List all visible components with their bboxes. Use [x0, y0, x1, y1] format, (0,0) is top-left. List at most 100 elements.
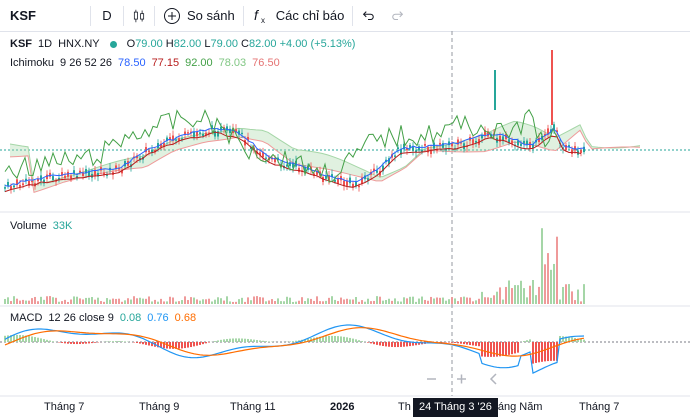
- volume-bar: [199, 300, 201, 304]
- macd-hist-bar: [418, 342, 420, 345]
- macd-hist-bar: [355, 339, 357, 342]
- macd-hist-bar: [145, 342, 147, 345]
- volume-bar: [262, 297, 264, 304]
- macd-hist-bar: [148, 342, 150, 346]
- volume-bar: [196, 299, 198, 304]
- macd-hist-bar: [34, 337, 36, 342]
- candle-body: [385, 159, 387, 162]
- volume-bar: [229, 301, 231, 304]
- macd-legend[interactable]: MACD 12 26 close 9 0.08 0.76 0.68: [10, 312, 196, 324]
- candle-body: [343, 180, 345, 187]
- volume-bar: [166, 301, 168, 304]
- macd-hist-bar: [337, 336, 339, 342]
- volume-bar: [61, 301, 63, 304]
- candle-body: [424, 144, 426, 146]
- candle-body: [466, 145, 468, 148]
- candle-body: [7, 181, 9, 186]
- macd-hist-bar: [91, 342, 93, 344]
- macd-hist-bar: [235, 338, 237, 342]
- candle-body: [181, 138, 183, 140]
- macd-hist-bar: [205, 342, 207, 344]
- candle-body: [100, 167, 102, 171]
- volume-bar: [70, 299, 72, 304]
- volume-bar: [505, 286, 507, 304]
- volume-bar: [334, 299, 336, 304]
- macd-hist-bar: [193, 342, 195, 347]
- zoom-in-button[interactable]: [457, 374, 466, 384]
- volume-legend[interactable]: Volume 33K: [10, 220, 72, 232]
- volume-bar: [241, 297, 243, 304]
- legend-exchange: HNX.NY: [58, 38, 100, 50]
- candle-body: [331, 174, 333, 177]
- candle-body: [10, 186, 12, 190]
- volume-bar: [520, 280, 522, 304]
- macd-hist-bar: [406, 342, 408, 347]
- interval-button[interactable]: D: [91, 0, 123, 31]
- macd-hist-bar: [172, 342, 174, 349]
- macd-hist-bar: [361, 340, 363, 342]
- macd-hist-bar: [202, 342, 204, 345]
- scroll-left-button[interactable]: [489, 373, 497, 385]
- volume-bar: [55, 297, 57, 304]
- volume-bar: [7, 297, 9, 304]
- time-axis-label: 2026: [330, 401, 355, 413]
- volume-bar: [529, 285, 531, 304]
- svg-text:f: f: [254, 7, 260, 23]
- volume-bar: [88, 297, 90, 304]
- candle-body: [427, 146, 429, 153]
- macd-hist-bar: [571, 337, 573, 342]
- macd-hist-bar: [382, 342, 384, 347]
- volume-bar: [445, 300, 447, 304]
- candle-body: [154, 149, 156, 153]
- span-b-line: [9, 129, 641, 194]
- crosshair-date-label: 24 Tháng 3 '26: [413, 398, 498, 417]
- symbol-search-button[interactable]: KSF: [0, 0, 90, 31]
- volume-bar: [568, 284, 570, 304]
- volume-bar: [379, 296, 381, 304]
- candle-body: [373, 168, 375, 171]
- volume-bar: [550, 269, 552, 304]
- chart-canvas[interactable]: [0, 31, 690, 417]
- macd-hist-bar: [238, 338, 240, 342]
- macd-hist-bar: [223, 339, 225, 342]
- candle-body: [76, 175, 78, 179]
- time-axis-label: Tháng 7: [579, 401, 620, 413]
- candle-body: [166, 137, 168, 141]
- macd-hist-bar: [88, 342, 90, 344]
- macd-hist-bar: [526, 340, 528, 342]
- low-label: L: [204, 38, 211, 50]
- undo-button[interactable]: [353, 0, 383, 31]
- macd-hist-bar: [544, 342, 546, 362]
- macd-params: 12 26 close 9: [48, 312, 114, 324]
- legend-symbol[interactable]: KSF: [10, 38, 32, 50]
- open-label: O: [126, 38, 136, 50]
- macd-hist-bar: [343, 336, 345, 342]
- compare-button[interactable]: So sánh: [155, 0, 243, 31]
- volume-bar: [214, 299, 216, 304]
- ichimoku-legend[interactable]: Ichimoku 9 26 52 26 78.50 77.15 92.00 78…: [10, 57, 280, 69]
- svg-text:x: x: [261, 16, 265, 25]
- volume-bar: [67, 301, 69, 304]
- legend-interval: 1D: [38, 38, 53, 50]
- candle-body: [226, 126, 228, 131]
- macd-hist-bar: [487, 342, 489, 357]
- volume-bar: [412, 296, 414, 304]
- close-value: 82.00: [249, 38, 277, 50]
- volume-bar: [232, 301, 234, 304]
- chart-type-button[interactable]: [124, 0, 154, 31]
- macd-hist-bar: [259, 340, 261, 342]
- volume-bar: [526, 297, 528, 304]
- candle-body: [520, 143, 522, 146]
- indicators-button[interactable]: f x Các chỉ báo: [244, 0, 353, 31]
- volume-bar: [511, 288, 513, 304]
- macd-hist-bar: [46, 339, 48, 342]
- volume-bar: [289, 297, 291, 304]
- macd-hist-bar: [352, 338, 354, 342]
- volume-bar: [145, 298, 147, 304]
- macd-hist-bar: [43, 339, 45, 342]
- candle-body: [406, 148, 408, 151]
- redo-button[interactable]: [383, 0, 413, 31]
- volume-bar: [58, 301, 60, 304]
- macd-hist-bar: [541, 342, 543, 362]
- candle-body: [211, 125, 213, 129]
